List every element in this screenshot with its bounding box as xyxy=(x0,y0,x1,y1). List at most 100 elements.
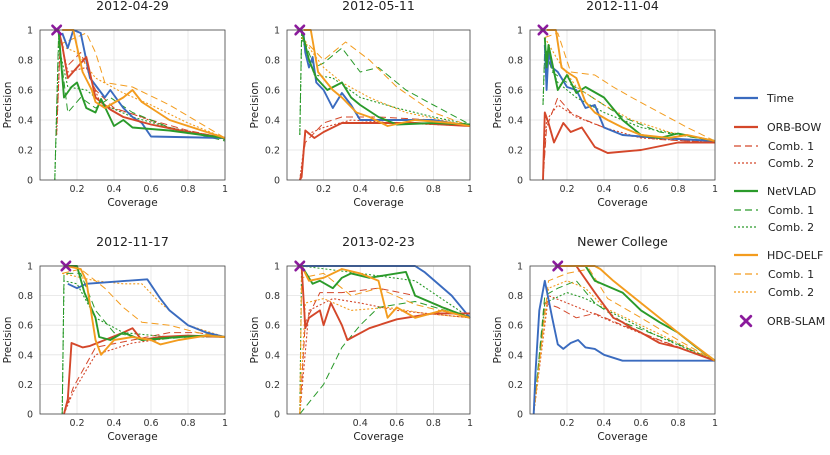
series-line-orb xyxy=(298,122,471,181)
x-tick-label: 0.8 xyxy=(670,184,685,195)
panel-title: 2012-04-29 xyxy=(96,0,169,13)
x-tick-label: 0.4 xyxy=(353,418,368,429)
y-tick-label: 1 xyxy=(27,262,33,273)
x-tick-label: 0.2 xyxy=(559,418,574,429)
series-line-hdc xyxy=(546,29,716,142)
x-tick-label: 1 xyxy=(712,418,718,429)
y-tick-label: 0.8 xyxy=(18,56,33,67)
series-line-net xyxy=(65,265,226,341)
x-tick-label: 0.4 xyxy=(596,418,611,429)
y-tick-label: 0 xyxy=(27,410,33,421)
legend-label: Comb. 1 xyxy=(768,140,814,153)
series-line-hdc1 xyxy=(299,272,471,415)
plot-frame xyxy=(529,29,716,181)
panel-title: 2013-02-23 xyxy=(342,234,415,249)
x-tick-label: 0.8 xyxy=(180,418,195,429)
y-tick-label: 0.2 xyxy=(18,380,33,391)
series-line-net1 xyxy=(542,44,716,142)
y-tick-label: 0 xyxy=(517,410,523,421)
series-line-orb2 xyxy=(299,298,471,415)
x-tick-label: 0.2 xyxy=(316,184,331,195)
series-line-hdc1 xyxy=(533,268,716,415)
x-tick-label: 1 xyxy=(222,184,228,195)
y-tick-label: 0.8 xyxy=(18,291,33,302)
y-tick-label: 1 xyxy=(27,26,33,37)
series-line-hdc xyxy=(62,29,226,139)
plot-frame xyxy=(529,265,716,415)
x-tick-label: 0.6 xyxy=(633,184,648,195)
y-tick-label: 0 xyxy=(274,410,280,421)
series-line-orb1 xyxy=(533,302,716,415)
legend-label: Comb. 2 xyxy=(768,157,814,170)
legend-item-hdc1: Comb. 1 xyxy=(734,268,814,281)
x-tick-label: 1 xyxy=(467,418,473,429)
series-line-net1 xyxy=(299,301,471,415)
panel-title: 2012-11-04 xyxy=(586,0,659,13)
legend-label: NetVLAD xyxy=(767,185,816,198)
x-axis-label: Coverage xyxy=(353,197,403,209)
y-axis-label: Precision xyxy=(249,317,261,364)
series-line-hdc1 xyxy=(58,32,226,139)
series-line-hdc2 xyxy=(62,272,226,338)
series-line-net1 xyxy=(299,32,471,136)
plot-frame xyxy=(286,29,471,181)
legend-item-orb: ORB-BOW xyxy=(734,121,821,134)
series-line-net xyxy=(300,29,471,126)
y-tick-label: 0.4 xyxy=(18,350,33,361)
y-axis-label: Precision xyxy=(2,317,14,364)
legend-label: Comb. 2 xyxy=(768,221,814,234)
legend-item-net2: Comb. 2 xyxy=(734,221,814,234)
y-tick-label: 0.2 xyxy=(508,380,523,391)
series-line-hdc2 xyxy=(299,298,471,415)
series-line-net xyxy=(57,29,226,139)
series-line-orb xyxy=(300,265,470,341)
panel-6: 0.2 0.4 0.6 0.8 1 0 0.2 0.4 0.6 0.8 1 Coverage Preci… xyxy=(492,234,718,443)
y-tick-label: 0 xyxy=(27,176,33,187)
y-tick-label: 0.8 xyxy=(508,56,523,67)
plot-frame xyxy=(286,265,471,415)
series-line-net2 xyxy=(299,265,471,415)
series-line-time xyxy=(532,279,715,415)
y-tick-label: 0.6 xyxy=(265,321,280,332)
x-tick-label: 0.4 xyxy=(106,418,121,429)
series-line-hdc2 xyxy=(533,280,716,415)
y-tick-label: 0.8 xyxy=(508,291,523,302)
x-tick-label: 0.8 xyxy=(670,418,685,429)
series-line-hdc xyxy=(557,265,716,362)
series-line-orb1 xyxy=(299,116,471,181)
series-line-orb xyxy=(63,327,226,415)
y-tick-label: 1 xyxy=(274,262,280,273)
panels-group: 0.2 0.4 0.6 0.8 1 0 0.2 0.4 0.6 0.8 1 Coverage Preci… xyxy=(2,0,718,443)
y-tick-label: 0.4 xyxy=(18,116,33,127)
series-line-net xyxy=(557,265,716,362)
y-tick-label: 0.2 xyxy=(265,380,280,391)
panel-5: 0.4 0.6 0.8 1 0 0.2 0.4 0.6 0.8 1 Coverage Precisio… xyxy=(249,234,473,443)
y-tick-label: 0 xyxy=(517,176,523,187)
x-tick-label: 0.8 xyxy=(180,184,195,195)
series-line-orb2 xyxy=(63,336,225,415)
series-line-hdc1 xyxy=(544,32,716,142)
x-axis-label: Coverage xyxy=(597,197,647,209)
x-tick-label: 0.2 xyxy=(69,418,84,429)
y-tick-label: 1 xyxy=(274,26,280,37)
y-tick-label: 1 xyxy=(517,26,523,37)
series-line-time xyxy=(67,278,226,338)
x-tick-label: 0.8 xyxy=(426,418,441,429)
y-tick-label: 0.6 xyxy=(18,321,33,332)
x-tick-label: 0.2 xyxy=(69,184,84,195)
series-line-hdc1 xyxy=(301,37,471,127)
y-tick-label: 0.8 xyxy=(265,56,280,67)
panel-title: Newer College xyxy=(577,234,668,249)
legend-item-hdc2: Comb. 2 xyxy=(734,286,814,299)
legend-item-net: NetVLAD xyxy=(734,185,816,198)
y-axis-label: Precision xyxy=(492,82,504,129)
legend-item-orb1: Comb. 1 xyxy=(734,140,814,153)
legend-label: Comb. 1 xyxy=(768,204,814,217)
panel-title: 2012-11-17 xyxy=(96,234,169,249)
series-line-orb1 xyxy=(63,332,226,415)
legend-label: Comb. 2 xyxy=(768,286,814,299)
series-line-hdc1 xyxy=(62,268,226,338)
y-tick-label: 0.4 xyxy=(508,116,523,127)
legend-item-time: Time xyxy=(734,92,794,105)
series-line-orb1 xyxy=(56,37,226,139)
